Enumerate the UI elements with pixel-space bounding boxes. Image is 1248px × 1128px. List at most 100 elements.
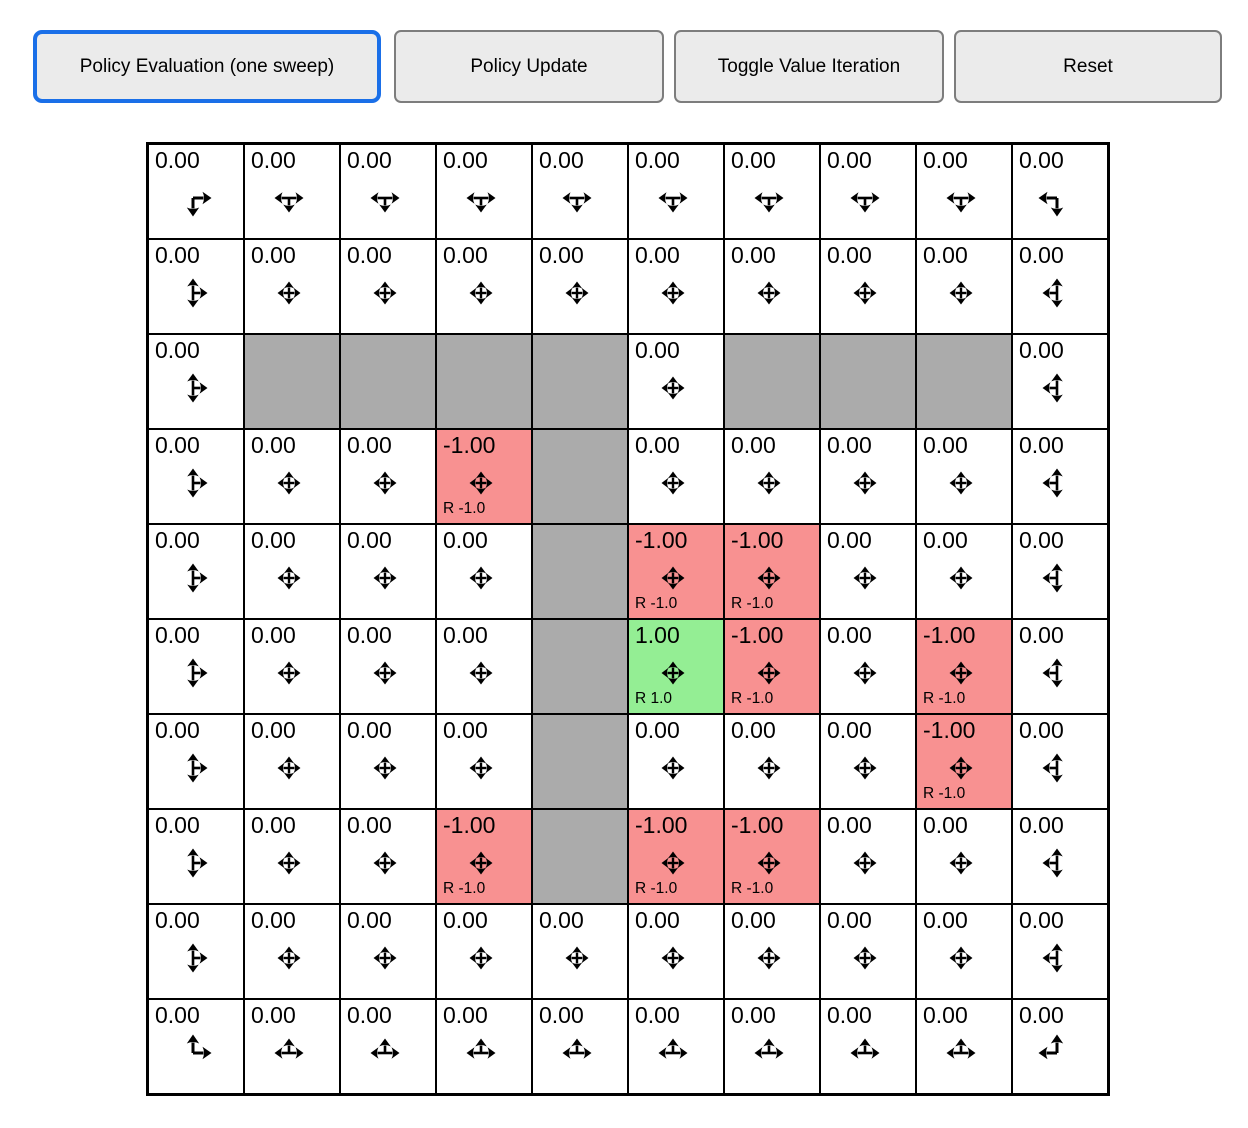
grid-cell[interactable]: 0.00 <box>1012 619 1108 714</box>
grid-cell[interactable]: 0.00 <box>340 239 436 334</box>
grid-cell[interactable]: 0.00 <box>436 999 532 1094</box>
grid-cell[interactable]: 0.00 <box>148 999 244 1094</box>
policy-update-button[interactable]: Policy Update <box>394 30 664 103</box>
wall-cell[interactable] <box>724 334 820 429</box>
grid-cell[interactable]: 0.00 <box>1012 714 1108 809</box>
policy-evaluation-button[interactable]: Policy Evaluation (one sweep) <box>33 30 381 103</box>
grid-cell[interactable]: 0.00 <box>436 239 532 334</box>
grid-cell[interactable]: 0.00 <box>148 619 244 714</box>
grid-cell[interactable]: 0.00 <box>340 619 436 714</box>
grid-cell[interactable]: -1.00 R -1.0 <box>916 714 1012 809</box>
toggle-value-iteration-button[interactable]: Toggle Value Iteration <box>674 30 944 103</box>
wall-cell[interactable] <box>532 809 628 904</box>
grid-cell[interactable]: -1.00 R -1.0 <box>628 524 724 619</box>
grid-cell[interactable]: 0.00 <box>628 999 724 1094</box>
grid-cell[interactable]: -1.00 R -1.0 <box>436 809 532 904</box>
grid-cell[interactable]: 0.00 <box>244 429 340 524</box>
grid-cell[interactable]: 0.00 <box>244 619 340 714</box>
grid-cell[interactable]: 0.00 <box>340 524 436 619</box>
grid-cell[interactable]: 0.00 <box>724 714 820 809</box>
grid-cell[interactable]: 0.00 <box>724 239 820 334</box>
grid-cell[interactable]: 0.00 <box>628 334 724 429</box>
grid-cell[interactable]: 0.00 <box>148 904 244 999</box>
grid-cell[interactable]: 0.00 <box>1012 524 1108 619</box>
grid-cell[interactable]: 0.00 <box>916 809 1012 904</box>
grid-cell[interactable]: 0.00 <box>244 999 340 1094</box>
grid-cell[interactable]: 0.00 <box>148 239 244 334</box>
wall-cell[interactable] <box>532 524 628 619</box>
grid-cell[interactable]: 0.00 <box>436 904 532 999</box>
grid-cell[interactable]: 0.00 <box>628 239 724 334</box>
grid-cell[interactable]: 0.00 <box>724 999 820 1094</box>
grid-cell[interactable]: 0.00 <box>532 904 628 999</box>
grid-cell[interactable]: 0.00 <box>628 144 724 239</box>
wall-cell[interactable] <box>916 334 1012 429</box>
grid-cell[interactable]: 0.00 <box>916 524 1012 619</box>
wall-cell[interactable] <box>532 334 628 429</box>
grid-cell[interactable]: 0.00 <box>244 809 340 904</box>
grid-cell[interactable]: 0.00 <box>628 714 724 809</box>
grid-cell[interactable]: 0.00 <box>148 809 244 904</box>
wall-cell[interactable] <box>340 334 436 429</box>
grid-cell[interactable]: -1.00 R -1.0 <box>628 809 724 904</box>
wall-cell[interactable] <box>820 334 916 429</box>
grid-cell[interactable]: 0.00 <box>340 809 436 904</box>
grid-cell[interactable]: 0.00 <box>820 239 916 334</box>
grid-cell[interactable]: 0.00 <box>148 334 244 429</box>
grid-cell[interactable]: -1.00 R -1.0 <box>724 809 820 904</box>
grid-cell[interactable]: 0.00 <box>916 239 1012 334</box>
grid-cell[interactable]: 0.00 <box>148 144 244 239</box>
grid-cell[interactable]: 0.00 <box>820 809 916 904</box>
grid-cell[interactable]: 0.00 <box>532 999 628 1094</box>
grid-cell[interactable]: 0.00 <box>916 904 1012 999</box>
grid-cell[interactable]: 0.00 <box>436 524 532 619</box>
grid-cell[interactable]: 0.00 <box>244 144 340 239</box>
grid-cell[interactable]: 0.00 <box>724 144 820 239</box>
grid-cell[interactable]: -1.00 R -1.0 <box>724 619 820 714</box>
grid-cell[interactable]: 1.00 R 1.0 <box>628 619 724 714</box>
grid-cell[interactable]: 0.00 <box>820 714 916 809</box>
wall-cell[interactable] <box>532 619 628 714</box>
grid-cell[interactable]: 0.00 <box>148 714 244 809</box>
grid-cell[interactable]: 0.00 <box>244 524 340 619</box>
grid-cell[interactable]: 0.00 <box>724 429 820 524</box>
grid-cell[interactable]: 0.00 <box>340 714 436 809</box>
grid-cell[interactable]: 0.00 <box>820 619 916 714</box>
grid-cell[interactable]: 0.00 <box>1012 144 1108 239</box>
wall-cell[interactable] <box>244 334 340 429</box>
grid-cell[interactable]: 0.00 <box>1012 904 1108 999</box>
grid-cell[interactable]: 0.00 <box>916 429 1012 524</box>
grid-cell[interactable]: 0.00 <box>916 999 1012 1094</box>
grid-cell[interactable]: 0.00 <box>820 999 916 1094</box>
grid-cell[interactable]: 0.00 <box>1012 809 1108 904</box>
wall-cell[interactable] <box>436 334 532 429</box>
wall-cell[interactable] <box>532 429 628 524</box>
grid-cell[interactable]: 0.00 <box>1012 429 1108 524</box>
grid-cell[interactable]: 0.00 <box>148 524 244 619</box>
grid-cell[interactable]: 0.00 <box>436 714 532 809</box>
grid-cell[interactable]: -1.00 R -1.0 <box>436 429 532 524</box>
reset-button[interactable]: Reset <box>954 30 1222 103</box>
grid-cell[interactable]: -1.00 R -1.0 <box>916 619 1012 714</box>
grid-cell[interactable]: 0.00 <box>148 429 244 524</box>
grid-cell[interactable]: 0.00 <box>820 524 916 619</box>
grid-cell[interactable]: 0.00 <box>436 619 532 714</box>
grid-cell[interactable]: 0.00 <box>1012 999 1108 1094</box>
grid-cell[interactable]: 0.00 <box>244 239 340 334</box>
grid-cell[interactable]: 0.00 <box>820 904 916 999</box>
grid-cell[interactable]: 0.00 <box>244 714 340 809</box>
grid-cell[interactable]: 0.00 <box>820 429 916 524</box>
grid-cell[interactable]: 0.00 <box>1012 239 1108 334</box>
grid-cell[interactable]: 0.00 <box>820 144 916 239</box>
grid-cell[interactable]: 0.00 <box>340 999 436 1094</box>
grid-cell[interactable]: 0.00 <box>340 144 436 239</box>
grid-cell[interactable]: 0.00 <box>436 144 532 239</box>
grid-cell[interactable]: 0.00 <box>628 429 724 524</box>
grid-cell[interactable]: 0.00 <box>1012 334 1108 429</box>
grid-cell[interactable]: 0.00 <box>532 239 628 334</box>
grid-cell[interactable]: 0.00 <box>244 904 340 999</box>
grid-cell[interactable]: 0.00 <box>340 904 436 999</box>
grid-cell[interactable]: -1.00 R -1.0 <box>724 524 820 619</box>
grid-cell[interactable]: 0.00 <box>340 429 436 524</box>
grid-cell[interactable]: 0.00 <box>532 144 628 239</box>
